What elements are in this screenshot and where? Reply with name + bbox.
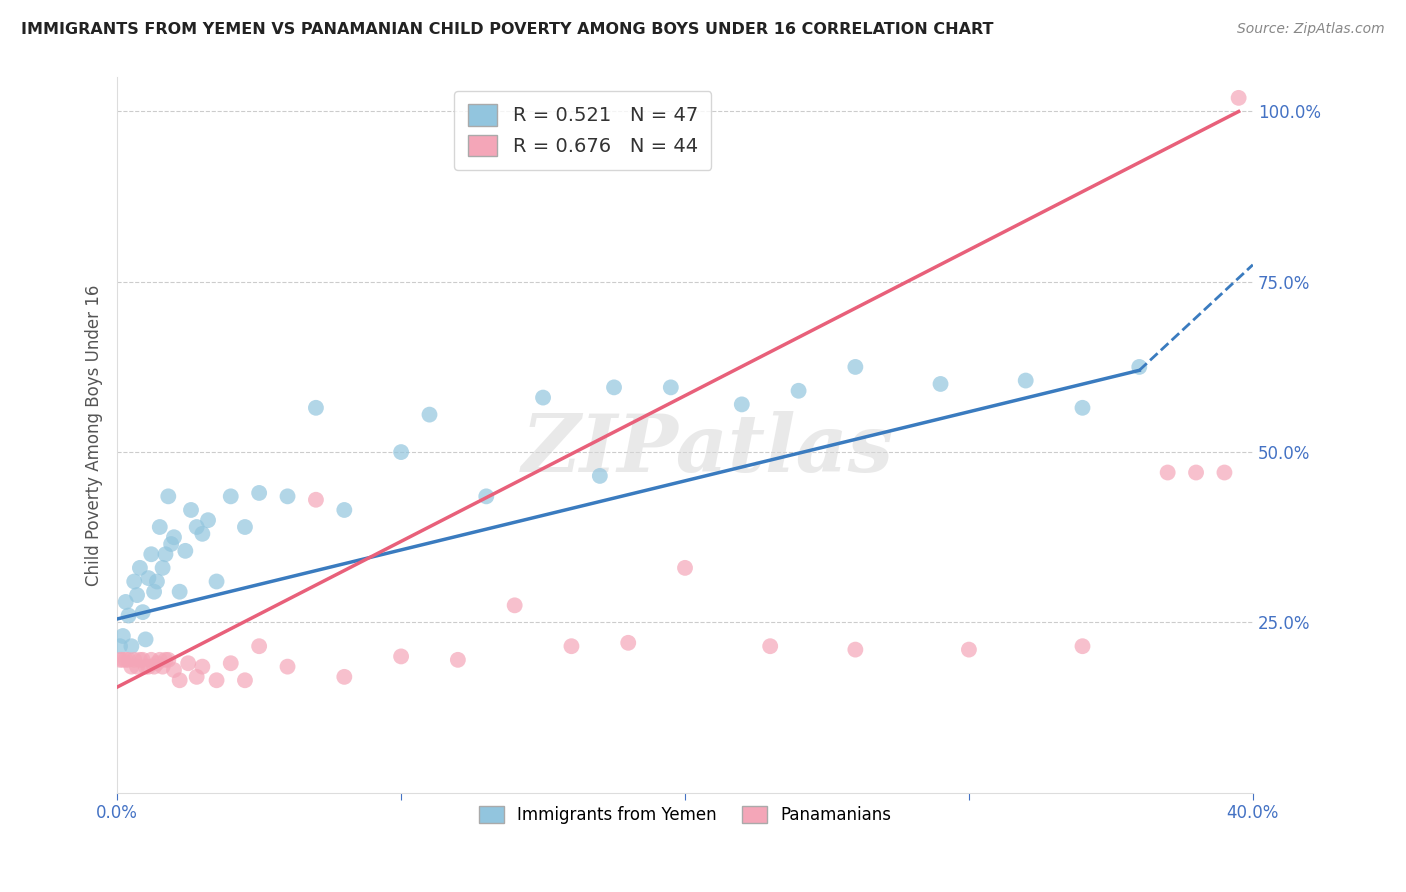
Point — [844, 359, 866, 374]
Point — [125, 659, 148, 673]
Point — [1128, 359, 1150, 374]
Point — [149, 520, 172, 534]
Point — [277, 489, 299, 503]
Point — [957, 642, 980, 657]
Point — [114, 653, 136, 667]
Point — [389, 445, 412, 459]
Point — [146, 657, 169, 671]
Point — [169, 673, 191, 688]
Point — [759, 639, 782, 653]
Point — [233, 673, 256, 688]
Point — [141, 547, 163, 561]
Point — [219, 657, 242, 671]
Text: IMMIGRANTS FROM YEMEN VS PANAMANIAN CHILD POVERTY AMONG BOYS UNDER 16 CORRELATIO: IMMIGRANTS FROM YEMEN VS PANAMANIAN CHIL… — [21, 22, 994, 37]
Point — [1156, 466, 1178, 480]
Point — [1015, 374, 1038, 388]
Point — [138, 571, 160, 585]
Point — [233, 520, 256, 534]
Point — [197, 513, 219, 527]
Point — [305, 492, 328, 507]
Point — [205, 673, 228, 688]
Point — [305, 401, 328, 415]
Text: Source: ZipAtlas.com: Source: ZipAtlas.com — [1237, 22, 1385, 37]
Point — [169, 584, 191, 599]
Text: ZIPatlas: ZIPatlas — [522, 410, 894, 488]
Point — [125, 588, 148, 602]
Point — [122, 653, 145, 667]
Point — [111, 653, 134, 667]
Point — [117, 608, 139, 623]
Point — [111, 629, 134, 643]
Point — [418, 408, 440, 422]
Point — [152, 659, 174, 673]
Point — [155, 653, 177, 667]
Point — [129, 653, 152, 667]
Point — [135, 659, 157, 673]
Point — [129, 561, 152, 575]
Point — [141, 653, 163, 667]
Point — [120, 659, 142, 673]
Point — [114, 595, 136, 609]
Point — [132, 653, 155, 667]
Point — [673, 561, 696, 575]
Point — [135, 632, 157, 647]
Point — [1071, 401, 1094, 415]
Point — [333, 503, 356, 517]
Point — [531, 391, 554, 405]
Point — [160, 537, 183, 551]
Point — [929, 376, 952, 391]
Legend: Immigrants from Yemen, Panamanians: Immigrants from Yemen, Panamanians — [468, 797, 901, 834]
Point — [157, 653, 180, 667]
Point — [787, 384, 810, 398]
Point — [603, 380, 626, 394]
Point — [844, 642, 866, 657]
Point — [277, 659, 299, 673]
Point — [475, 489, 498, 503]
Point — [120, 639, 142, 653]
Point — [149, 653, 172, 667]
Point — [191, 526, 214, 541]
Point — [191, 659, 214, 673]
Point — [108, 639, 131, 653]
Point — [180, 503, 202, 517]
Point — [177, 657, 200, 671]
Point — [589, 469, 612, 483]
Point — [1227, 91, 1250, 105]
Y-axis label: Child Poverty Among Boys Under 16: Child Poverty Among Boys Under 16 — [86, 285, 103, 586]
Point — [143, 659, 166, 673]
Point — [1071, 639, 1094, 653]
Point — [333, 670, 356, 684]
Point — [152, 561, 174, 575]
Point — [163, 663, 186, 677]
Point — [503, 599, 526, 613]
Point — [163, 530, 186, 544]
Point — [186, 520, 208, 534]
Point — [132, 605, 155, 619]
Point — [122, 574, 145, 589]
Point — [174, 544, 197, 558]
Point — [138, 659, 160, 673]
Point — [617, 636, 640, 650]
Point — [247, 486, 270, 500]
Point — [447, 653, 470, 667]
Point — [1213, 466, 1236, 480]
Point — [108, 653, 131, 667]
Point — [186, 670, 208, 684]
Point — [117, 653, 139, 667]
Point — [659, 380, 682, 394]
Point — [143, 584, 166, 599]
Point — [247, 639, 270, 653]
Point — [219, 489, 242, 503]
Point — [146, 574, 169, 589]
Point — [205, 574, 228, 589]
Point — [1185, 466, 1208, 480]
Point — [560, 639, 582, 653]
Point — [389, 649, 412, 664]
Point — [157, 489, 180, 503]
Point — [155, 547, 177, 561]
Point — [731, 397, 754, 411]
